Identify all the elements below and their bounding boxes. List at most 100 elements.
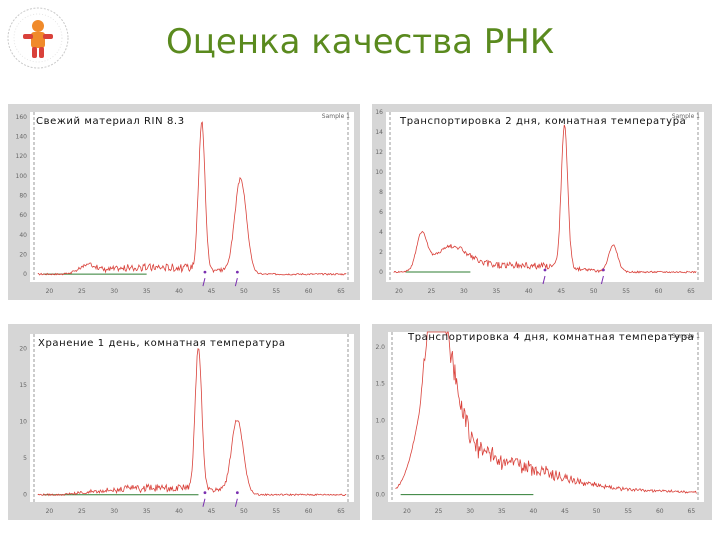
chart-svg: 0 20 40 60 80 100 120 140 160 20 25 30 35 40 45 50 55 60 6…: [16, 112, 354, 295]
x-tick-label: 30: [466, 508, 474, 515]
y-tick-label: 40: [19, 232, 27, 239]
plot-area: [30, 112, 354, 282]
chart-panel-storage-1-day: 0 5 10 15 20 20 25 30 35 40 45 50 55 60 65 Хранение 1 …: [8, 324, 360, 520]
marker-dot: [602, 268, 605, 272]
marker-dot: [235, 270, 239, 274]
x-tick-label: 55: [622, 288, 630, 295]
x-tick-label: 60: [305, 288, 313, 295]
y-tick-label: 6: [379, 209, 383, 216]
x-tick-label: 40: [175, 288, 183, 295]
y-tick-label: 0.5: [375, 455, 385, 462]
y-tick-label: 0.0: [375, 492, 385, 499]
x-tick-label: 60: [656, 508, 664, 515]
y-tick-label: 1.5: [375, 381, 385, 388]
chart-svg: 0 2 4 6 8 10 12 14 16 20 25 30 35 40 45 50 55 60 65 Sample …: [375, 109, 704, 295]
x-tick-label: 30: [460, 288, 468, 295]
chart-svg: 0 5 10 15 20 20 25 30 35 40 45 50 55 60 65: [19, 334, 354, 515]
y-tick-label: 60: [19, 212, 27, 219]
x-tick-label: 35: [498, 508, 506, 515]
y-tick-label: 120: [16, 153, 28, 160]
fragment-marker: [202, 278, 206, 287]
x-tick-label: 20: [403, 508, 411, 515]
fragment-marker: [542, 275, 546, 285]
x-tick-label: 60: [655, 288, 663, 295]
rna-trace: [393, 124, 697, 274]
y-tick-label: 15: [19, 382, 27, 389]
corner-label: Sample 1: [322, 113, 350, 120]
x-tick-label: 65: [688, 508, 696, 515]
x-tick-label: 35: [493, 288, 501, 295]
y-tick-label: 20: [19, 346, 27, 353]
x-tick-label: 35: [143, 508, 151, 515]
y-tick-label: 2: [379, 249, 383, 256]
y-tick-label: 160: [16, 114, 28, 121]
fragment-marker: [234, 278, 238, 287]
x-tick-label: 45: [208, 508, 216, 515]
y-tick-label: 2.0: [375, 344, 385, 351]
x-tick-label: 50: [240, 288, 248, 295]
marker-dot: [235, 491, 239, 495]
y-tick-label: 10: [19, 419, 27, 426]
y-tick-label: 100: [16, 173, 28, 180]
x-tick-label: 50: [240, 508, 248, 515]
y-tick-label: 16: [375, 109, 383, 116]
rna-trace: [37, 348, 347, 497]
chart-svg: 0.0 0.5 1.0 1.5 2.0 20 25 30 35 40 45 50 55 60 65 Sampl…: [375, 331, 704, 515]
x-tick-label: 40: [530, 508, 538, 515]
plot-area: [30, 334, 354, 502]
chart-panel-transport-2-days: 0 2 4 6 8 10 12 14 16 20 25 30 35 40 45 50 55 60 65 Sample …: [372, 104, 712, 300]
y-tick-label: 14: [375, 129, 383, 136]
fragment-marker: [202, 498, 206, 507]
plot-area: [386, 112, 704, 282]
y-tick-label: 140: [16, 134, 28, 141]
x-tick-label: 20: [395, 288, 403, 295]
child-figure-logo: [7, 7, 69, 69]
y-tick-label: 4: [379, 229, 383, 236]
rna-trace: [37, 121, 347, 276]
y-tick-label: 20: [19, 251, 27, 258]
x-tick-label: 55: [624, 508, 632, 515]
chart-title: Свежий материал RIN 8.3: [36, 116, 185, 127]
x-tick-label: 25: [428, 288, 436, 295]
x-tick-label: 30: [110, 288, 118, 295]
marker-dot: [203, 491, 207, 495]
page-title: Оценка качества РНК: [166, 22, 554, 62]
x-tick-label: 30: [110, 508, 118, 515]
x-tick-label: 65: [337, 508, 345, 515]
y-tick-label: 8: [379, 189, 383, 196]
x-tick-label: 20: [46, 508, 54, 515]
chart-title: Хранение 1 день, комнатная температура: [38, 338, 286, 349]
x-tick-label: 25: [78, 288, 86, 295]
y-tick-label: 1.0: [375, 418, 385, 425]
rna-trace: [395, 331, 697, 494]
y-tick-label: 0: [23, 271, 27, 278]
x-tick-label: 45: [557, 288, 565, 295]
y-tick-label: 0: [23, 492, 27, 499]
x-tick-label: 60: [305, 508, 313, 515]
x-tick-label: 40: [175, 508, 183, 515]
x-tick-label: 65: [337, 288, 345, 295]
fragment-marker: [600, 275, 604, 285]
x-tick-label: 50: [590, 288, 598, 295]
marker-dot: [203, 270, 207, 274]
plot-area: [388, 332, 704, 502]
chart-title: Транспортировка 2 дня, комнатная темпера…: [400, 116, 687, 127]
x-tick-label: 50: [593, 508, 601, 515]
x-tick-label: 25: [435, 508, 443, 515]
x-tick-label: 35: [143, 288, 151, 295]
x-tick-label: 55: [272, 508, 280, 515]
x-tick-label: 45: [561, 508, 569, 515]
y-tick-label: 80: [19, 193, 27, 200]
y-tick-label: 5: [23, 455, 27, 462]
x-tick-label: 25: [78, 508, 86, 515]
fragment-marker: [234, 498, 238, 507]
marker-dot: [543, 268, 547, 272]
x-tick-label: 40: [525, 288, 533, 295]
x-tick-label: 45: [208, 288, 216, 295]
x-tick-label: 55: [272, 288, 280, 295]
chart-title: Транспортировка 4 дня, комнатная темпера…: [408, 332, 695, 343]
chart-panel-transport-4-days: 0.0 0.5 1.0 1.5 2.0 20 25 30 35 40 45 50 55 60 65 Sampl…: [372, 324, 712, 520]
corner-label: Sample 1: [672, 333, 700, 340]
y-tick-label: 0: [379, 269, 383, 276]
x-tick-label: 20: [46, 288, 54, 295]
